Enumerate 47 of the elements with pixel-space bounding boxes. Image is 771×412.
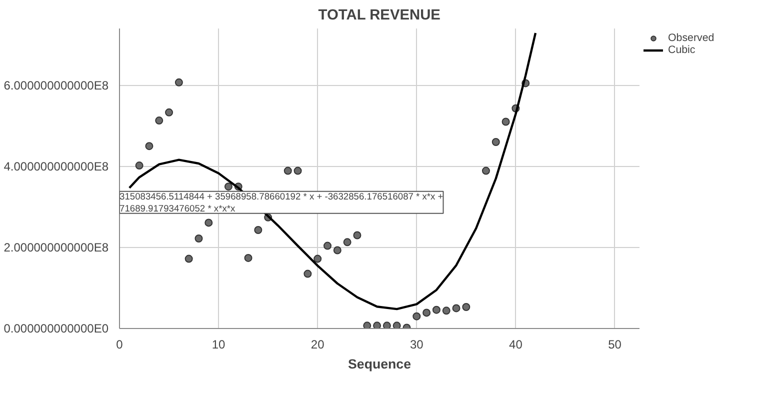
point [254,226,262,234]
point [363,322,372,328]
point [412,312,421,320]
point [343,238,352,246]
legend-label: Cubic [668,44,696,56]
x-tick-label: 50 [608,338,622,352]
point [145,142,154,150]
point [442,306,450,315]
point [324,242,332,250]
point [294,166,302,175]
point [452,304,460,312]
point [244,254,252,262]
chart-title: TOTAL REVENUE [318,8,441,24]
point [194,234,203,242]
point [462,303,470,312]
point [422,308,431,317]
x-tick-label: 30 [410,338,424,352]
y-tick-label: 6.000000000000E8 [4,78,109,92]
point [502,118,510,126]
point [135,162,144,170]
point [224,182,232,191]
legend-label: Observed [668,32,714,44]
point [482,166,490,175]
point [333,246,342,254]
point [492,138,500,146]
x-tick-label: 20 [310,338,325,352]
y-tick-label: 2.000000000000E8 [4,240,109,254]
point [155,116,164,125]
point [373,322,382,328]
x-tick-label: 0 [116,338,124,352]
point [432,306,440,314]
x-axis-title: Sequence [348,356,411,372]
point [314,254,322,263]
point [392,322,401,328]
x-tick-label: 40 [509,338,523,352]
point [204,218,213,227]
point [165,108,174,116]
point [304,270,312,278]
y-tick-label: 0.000000000000E0 [4,322,109,336]
point [353,231,362,240]
y-tick-label: 4.000000000000E8 [4,159,109,174]
point [284,166,292,175]
x-tick-label: 10 [212,338,226,352]
annotation: 315083456.5114844 + 35968958.78660192 * x + -3632856.176516087 * x*x + 71689.91793476052 * x*x*x [120,191,444,214]
point [174,78,183,86]
point [382,322,391,328]
point [184,254,193,263]
